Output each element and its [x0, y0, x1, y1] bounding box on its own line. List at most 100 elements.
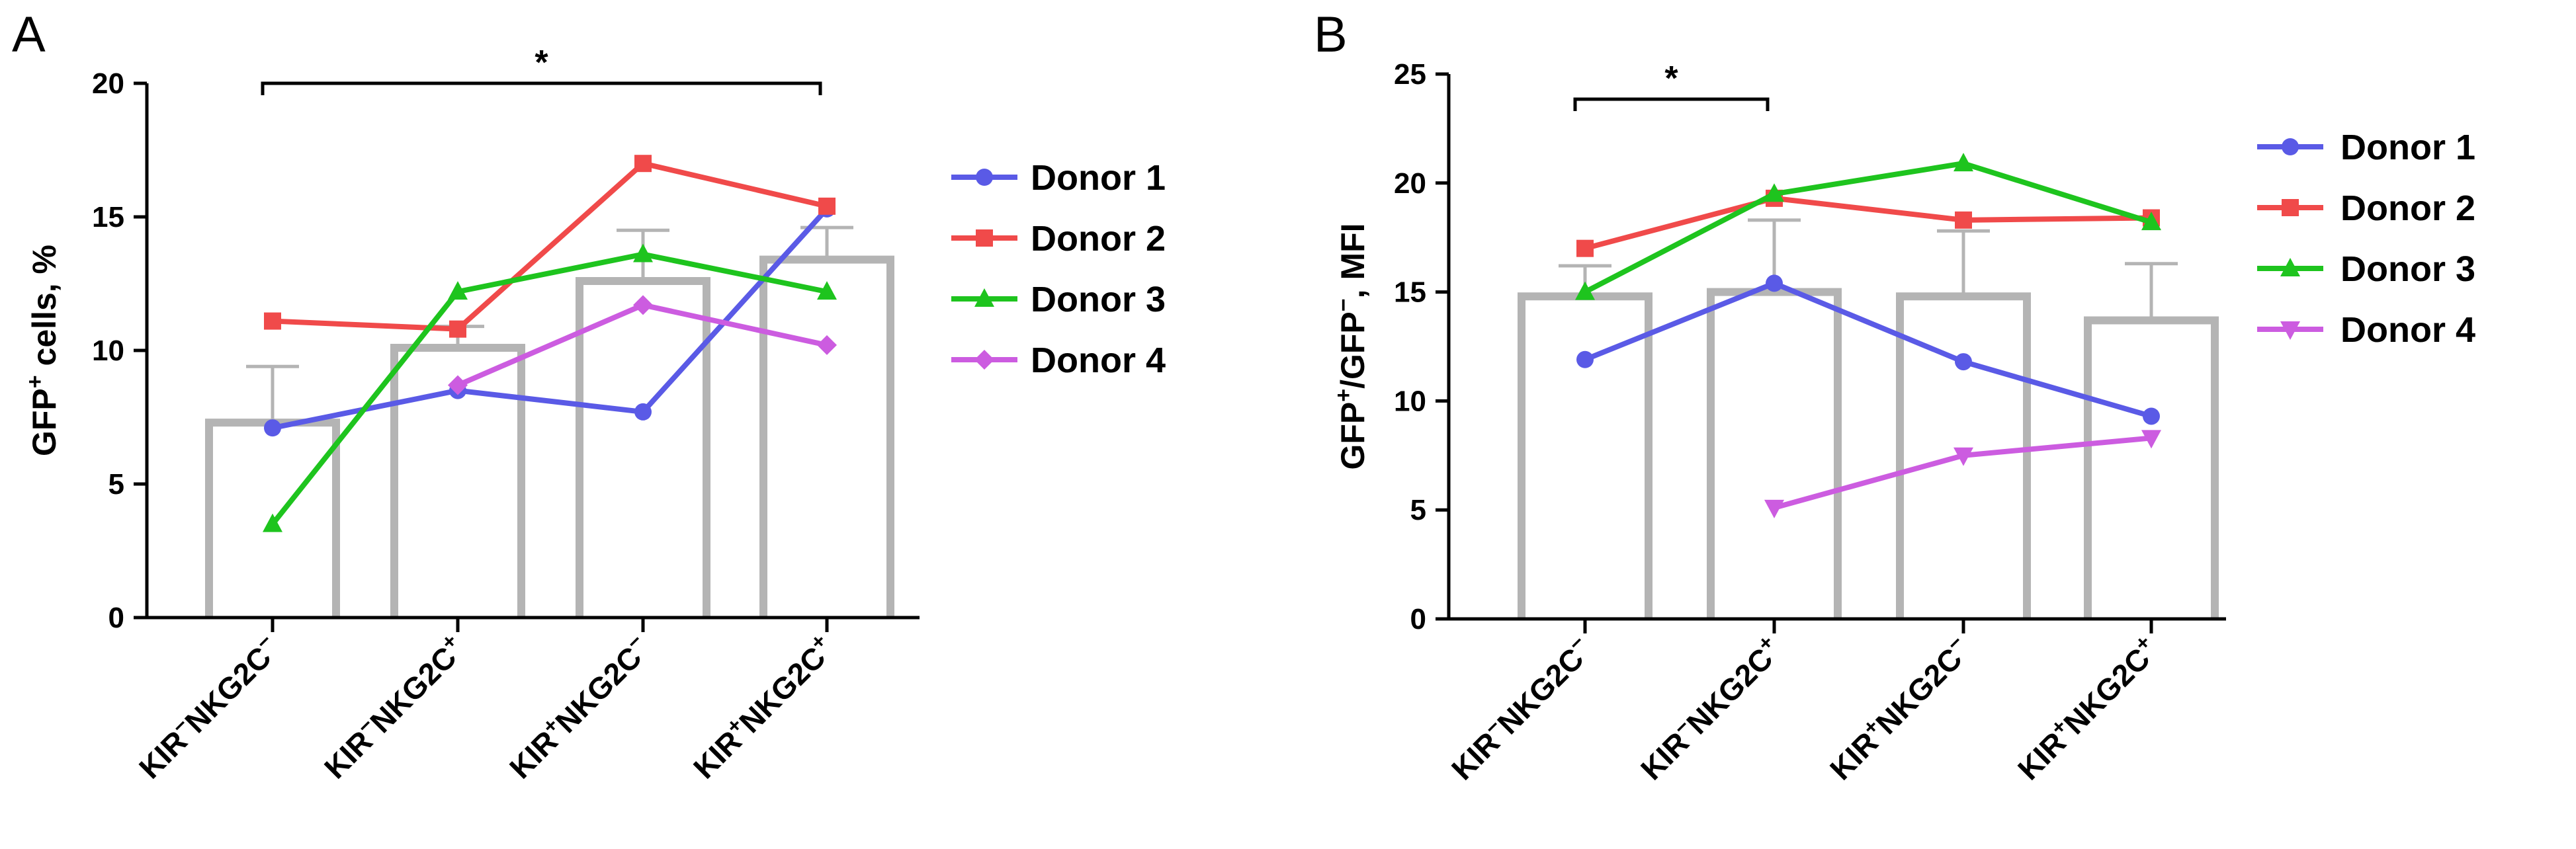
legend-label: Donor 3 [2340, 249, 2475, 289]
data-point [448, 375, 468, 395]
data-point [1575, 281, 1595, 300]
data-point [1955, 353, 1972, 371]
significance-bracket [1573, 97, 1770, 111]
y-tick-label: 20 [1394, 167, 1426, 200]
legend-swatch-marker [974, 350, 994, 370]
y-axis-title: GFP+/GFP−, MFI [1331, 223, 1371, 469]
legend-item[interactable]: Donor 4 [2257, 310, 2475, 350]
significance-bracket [261, 81, 822, 95]
category-text: NKG2C [178, 640, 278, 740]
series-line [270, 251, 828, 526]
x-tick-label: KIR−NKG2C− [1442, 630, 1599, 787]
data-point [2143, 407, 2160, 425]
series-line [1584, 280, 2153, 419]
y-tick-label: 0 [1410, 603, 1426, 635]
category-text: NKG2C [2057, 641, 2157, 741]
category-text: NKG2C [1869, 641, 1969, 741]
x-tick-label: KIR−NKG2C− [130, 629, 286, 786]
data-point [817, 335, 837, 355]
y-tick-label: 10 [1394, 385, 1426, 417]
category-text: NKG2C [548, 640, 648, 740]
legend-item[interactable]: Donor 4 [951, 341, 1166, 380]
axis-title-superscript: + [22, 375, 48, 388]
x-tick-label: KIR+NKG2C+ [684, 629, 841, 786]
significance-star: * [535, 44, 548, 82]
panel-letter: B [1314, 7, 1348, 63]
legend-label: Donor 4 [2340, 310, 2475, 350]
legend-swatch-marker [976, 229, 993, 247]
panel-letter: A [12, 7, 46, 63]
category-text: NKG2C [1680, 641, 1780, 741]
axis-title-superscript: − [1331, 298, 1356, 311]
y-tick-label: 15 [92, 201, 124, 233]
chart-panel-b: B0510152025KIR−NKG2C−KIR−NKG2C+KIR+NKG2C… [1314, 7, 2475, 786]
data-point [2141, 212, 2161, 231]
legend-label: Donor 1 [1031, 158, 1166, 198]
x-tick-label: KIR−NKG2C+ [315, 629, 472, 786]
x-tick-label: KIR−NKG2C+ [1631, 630, 1788, 787]
data-point [818, 197, 836, 215]
data-point [448, 281, 468, 300]
data-point [1953, 447, 1973, 466]
legend-swatch-marker [976, 169, 993, 186]
legend-swatch-marker [2282, 199, 2299, 216]
legend-label: Donor 2 [1031, 219, 1166, 259]
y-tick-label: 0 [108, 602, 124, 634]
legend-item[interactable]: Donor 2 [2257, 188, 2475, 228]
data-point [634, 155, 652, 173]
data-point [264, 312, 281, 330]
data-point [1766, 274, 1783, 292]
x-tick-label: KIR+NKG2C− [1821, 630, 1977, 787]
series-line [1584, 161, 2153, 295]
data-point [1764, 183, 1784, 202]
bar [759, 255, 894, 618]
legend-item[interactable]: Donor 2 [951, 219, 1166, 259]
y-tick-label: 5 [108, 468, 124, 501]
legend-item[interactable]: Donor 1 [2257, 128, 2475, 167]
bar [1707, 288, 1842, 619]
y-tick-label: 25 [1394, 58, 1426, 91]
data-point [1953, 153, 1973, 172]
axis-title-text: GFP [26, 388, 63, 456]
category-text: NKG2C [1490, 641, 1590, 741]
y-axis-title: GFP+ cells, % [22, 245, 63, 456]
data-point [1576, 350, 1594, 368]
series-line [272, 207, 829, 431]
legend-item[interactable]: Donor 1 [951, 158, 1166, 198]
chart-panel-a: A 0 5 10 15 20 KIR−NKG2C−KIR−NKG2C+KIR+NKG2C−K… [12, 7, 1166, 785]
data-point [633, 243, 653, 263]
data-point [817, 281, 837, 300]
x-tick-label: KIR+NKG2C− [500, 629, 657, 786]
significance-star: * [1664, 60, 1678, 98]
y-tick-label: 20 [92, 67, 124, 100]
data-point [1955, 211, 1972, 229]
category-text: NKG2C [732, 640, 832, 740]
series-line [1584, 195, 2152, 251]
series-line [272, 161, 828, 332]
legend-label: Donor 4 [1031, 341, 1166, 380]
data-point [1764, 499, 1784, 518]
legend-swatch-marker [2280, 258, 2300, 276]
data-point [1576, 239, 1594, 257]
axis-title-text: cells, % [26, 245, 63, 375]
y-tick-label: 5 [1410, 494, 1426, 526]
data-point [2141, 430, 2161, 449]
legend-label: Donor 2 [2340, 188, 2475, 228]
bar [2084, 316, 2219, 619]
legend-item[interactable]: Donor 3 [2257, 249, 2475, 289]
data-point [263, 513, 282, 532]
x-tick-label: KIR+NKG2C+ [2008, 630, 2165, 787]
legend-label: Donor 3 [1031, 280, 1166, 319]
y-tick-label: 15 [1394, 276, 1426, 309]
data-point [449, 320, 466, 338]
data-point [634, 403, 652, 421]
legend-swatch-marker [2280, 321, 2300, 340]
y-tick-label: 10 [92, 335, 124, 367]
axis-title-text: , MFI [1334, 223, 1371, 298]
axis-title-superscript: + [1331, 389, 1356, 402]
data-point [633, 295, 653, 315]
bar [576, 276, 710, 618]
legend-item[interactable]: Donor 3 [951, 280, 1166, 319]
category-text: NKG2C [363, 640, 463, 740]
